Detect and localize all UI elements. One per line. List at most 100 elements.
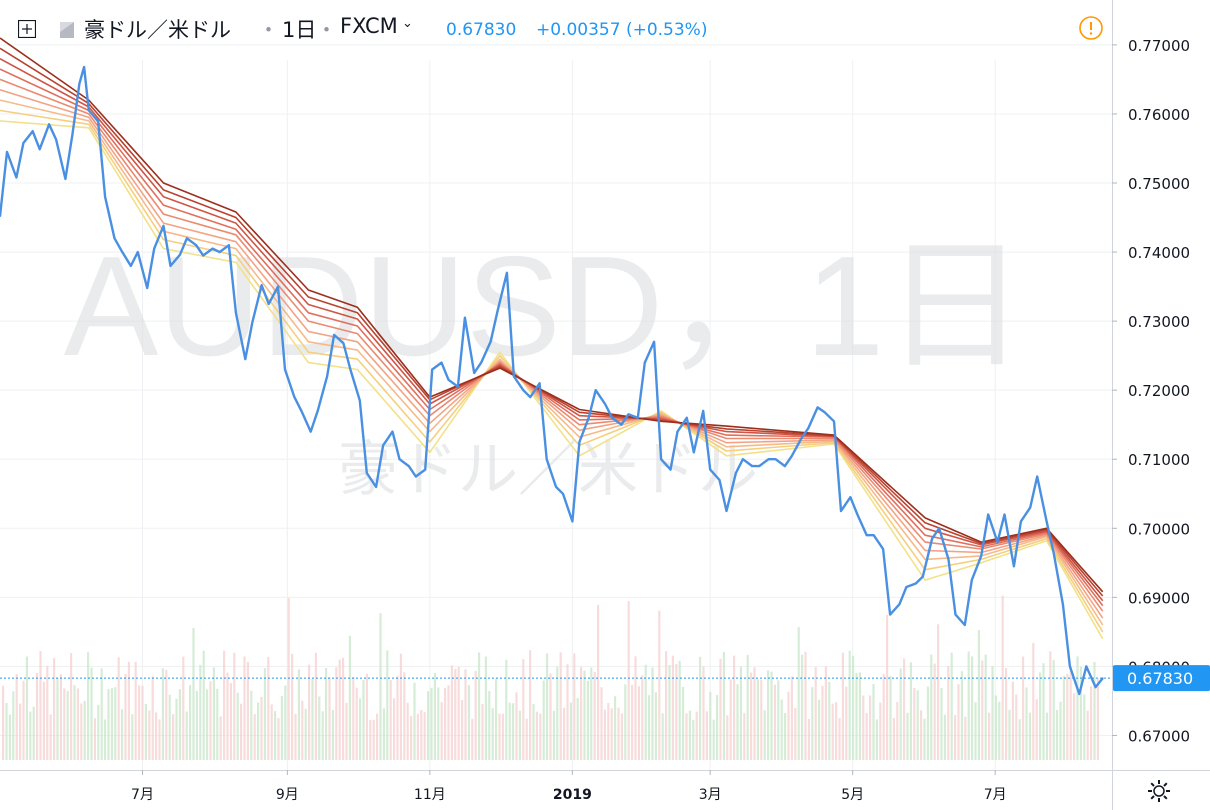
volume-bar	[841, 652, 844, 760]
volume-bar	[223, 650, 226, 760]
volume-bar	[756, 679, 759, 760]
volume-bar	[240, 703, 243, 760]
price-point	[153, 247, 156, 250]
volume-bar	[287, 597, 290, 760]
timeframe-label[interactable]: 1日	[282, 18, 317, 42]
volume-bar	[253, 714, 256, 760]
volume-bar	[124, 673, 127, 760]
volume-bar	[335, 667, 338, 760]
volume-bar	[722, 651, 725, 760]
price-point	[872, 534, 875, 537]
volume-bar	[212, 667, 215, 760]
volume-bar	[70, 653, 73, 760]
price-point	[931, 537, 933, 540]
volume-bar	[624, 684, 627, 760]
volume-bar	[668, 664, 671, 760]
x-tick-label: 9月	[276, 787, 299, 803]
price-point	[48, 123, 50, 126]
volume-bar	[32, 706, 35, 760]
volume-bar	[930, 654, 933, 760]
price-point	[980, 555, 983, 557]
price-point	[480, 361, 483, 364]
price-point	[169, 265, 172, 267]
price-point	[464, 316, 466, 319]
price-point	[195, 244, 198, 247]
volume-bar	[144, 703, 147, 760]
price-point	[186, 237, 188, 240]
volume-bar	[981, 660, 984, 760]
price-point	[365, 472, 368, 474]
volume-bar	[559, 652, 562, 760]
price-point	[718, 479, 721, 481]
volume-bar	[131, 714, 134, 760]
time-axis[interactable]: 7月 9月 11月 2019 3月 5月 7月	[0, 770, 1210, 803]
expand-icon[interactable]	[18, 20, 36, 38]
price-point	[1078, 693, 1081, 695]
volume-bar	[988, 712, 991, 760]
price-point	[889, 613, 891, 616]
volume-bar	[852, 655, 855, 760]
price-point	[882, 548, 884, 550]
volume-bar	[549, 673, 552, 760]
price-point	[538, 382, 541, 385]
price-point	[211, 247, 214, 250]
volume-bar	[1066, 673, 1069, 760]
volume-bar	[461, 700, 464, 760]
volume-bar	[637, 686, 640, 760]
price-point	[136, 251, 139, 254]
volume-bar	[909, 662, 912, 760]
last-price-badge-label: 0.67830	[1127, 669, 1193, 688]
volume-bar	[522, 659, 525, 760]
volume-bar	[950, 652, 953, 760]
volume-bar	[257, 702, 260, 760]
price-point	[342, 342, 345, 345]
volume-bar	[515, 692, 518, 760]
volume-bar	[566, 664, 569, 760]
volume-bar	[423, 712, 426, 760]
volume-bar	[501, 713, 504, 760]
price-series	[0, 65, 1104, 696]
volume-bar	[1059, 701, 1062, 760]
price-point	[963, 624, 966, 626]
price-point	[55, 138, 57, 141]
y-tick-label: 0.77000	[1128, 37, 1190, 55]
volume-bar	[1086, 710, 1089, 760]
volume-bar	[267, 656, 270, 760]
price-point	[382, 444, 384, 447]
symbol-description[interactable]: 豪ドル／米ドル	[84, 18, 231, 42]
volume-bar	[807, 718, 810, 760]
volume-bar	[539, 713, 542, 760]
volume-bar	[1011, 681, 1014, 760]
price-point	[905, 586, 908, 588]
volume-bar	[814, 667, 817, 760]
volume-bar	[63, 688, 66, 760]
volume-bar	[671, 655, 674, 760]
x-tick-label: 11月	[414, 787, 446, 803]
price-point	[970, 579, 973, 581]
volume-bar	[923, 718, 926, 760]
price-point	[555, 486, 557, 488]
volume-bar	[828, 681, 831, 760]
volume-bar	[733, 655, 736, 760]
price-point	[489, 340, 492, 343]
price-axis[interactable]: 0.77000 0.76000 0.75000 0.74000 0.73000 0.720…	[1112, 0, 1190, 810]
gear-icon[interactable]	[1146, 778, 1172, 804]
volume-bar	[427, 691, 430, 760]
chevron-down-icon[interactable]: ⌄	[402, 16, 413, 31]
volume-bar	[206, 689, 209, 760]
price-point	[947, 558, 950, 561]
price-point	[709, 468, 712, 471]
volume-bar	[481, 703, 484, 760]
volume-bar	[87, 652, 90, 760]
price-point	[823, 411, 826, 414]
price-point	[244, 358, 247, 360]
volume-bar	[233, 652, 236, 760]
volume-bar	[318, 696, 321, 760]
volume-bar	[508, 702, 511, 760]
alert-icon[interactable]	[1078, 15, 1104, 41]
volume-bar	[699, 656, 702, 760]
exchange-label[interactable]: FXCM	[340, 14, 398, 38]
price-point	[202, 254, 205, 257]
volume-bar	[155, 712, 158, 760]
